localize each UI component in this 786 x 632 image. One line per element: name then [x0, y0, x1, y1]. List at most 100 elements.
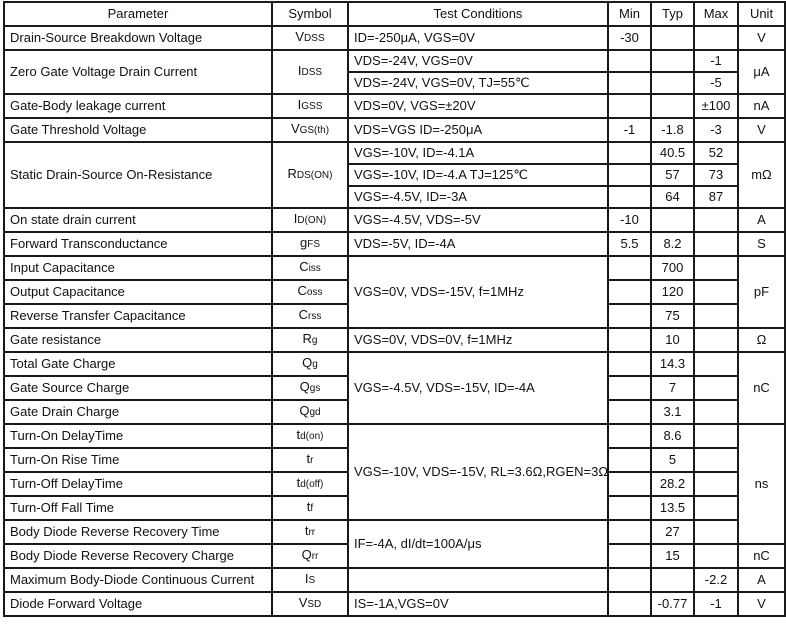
symbol-subscript: DSS	[304, 33, 325, 44]
symbol-base: t	[306, 499, 311, 514]
unit-cell: nA	[737, 93, 786, 119]
symbol-base: t	[304, 523, 309, 538]
max-cell	[693, 423, 739, 449]
symbol-subscript: S	[308, 575, 316, 586]
table-row: Gate Threshold Voltage VGS(th) VDS=VGS ID=…	[3, 117, 786, 143]
symbol-base: t	[306, 451, 311, 466]
symbol-cell: Crss	[271, 303, 349, 329]
table-row: Body Diode Reverse Recovery Charge Qrr 15 n…	[3, 543, 786, 569]
symbol-subscript: g	[311, 335, 318, 346]
test-conditions-cell: ID=-250μA, VGS=0V	[347, 25, 609, 51]
min-cell	[607, 471, 652, 497]
symbol-subscript: GSS	[301, 101, 323, 112]
symbol-cell: tf	[271, 495, 349, 521]
table-row: Gate Source Charge Qgs 7	[3, 375, 785, 401]
table-row: Turn-On DelayTime td(on) VGS=-10V, VDS=-15…	[3, 423, 786, 545]
min-cell: -1	[607, 117, 652, 143]
unit-cell: A	[737, 567, 786, 593]
parameter-cell: Gate-Body leakage current	[3, 93, 273, 119]
table-row: Zero Gate Voltage Drain Current IDSS VDS=-…	[3, 49, 786, 95]
electrical-characteristics-table: Parameter Symbol Test Conditions Min Typ…	[3, 1, 786, 617]
min-cell	[607, 255, 652, 281]
symbol-subscript: rr	[308, 527, 316, 538]
min-cell	[607, 567, 652, 593]
symbol-base: V	[295, 29, 305, 44]
header-unit: Unit	[737, 1, 786, 27]
parameter-cell: Gate resistance	[3, 327, 273, 353]
symbol-subscript: DSS	[301, 67, 323, 78]
min-cell	[607, 93, 652, 119]
table-row: Static Drain-Source On-Resistance RDS(ON)…	[3, 141, 786, 209]
typ-cell: 28.2	[650, 471, 695, 497]
symbol-base: I	[304, 571, 309, 586]
typ-cell: 10	[650, 327, 695, 353]
min-cell	[607, 141, 652, 165]
table-row: Maximum Body-Diode Continuous Current IS -…	[3, 567, 786, 593]
unit-cell: ns	[737, 423, 786, 545]
header-symbol: Symbol	[271, 1, 349, 27]
parameter-cell: Diode Forward Voltage	[3, 591, 273, 617]
symbol-cell: Ciss	[271, 255, 349, 281]
symbol-cell: Qrr	[271, 543, 349, 569]
max-cell: 52	[693, 141, 739, 165]
max-cell	[693, 255, 739, 281]
unit-cell: V	[737, 117, 786, 143]
symbol-cell: Coss	[271, 279, 349, 305]
typ-cell: 120	[650, 279, 695, 305]
table-row: Gate-Body leakage current IGSS VDS=0V, VGS…	[3, 93, 786, 119]
unit-cell: V	[737, 25, 786, 51]
symbol-subscript: d(on)	[300, 431, 324, 442]
symbol-subscript: g	[312, 359, 318, 370]
parameter-cell: Turn-On Rise Time	[3, 447, 273, 473]
max-cell	[693, 447, 739, 473]
typ-cell: 8.6	[650, 423, 695, 449]
symbol-base: Q	[299, 379, 310, 394]
max-cell: -2.2	[693, 567, 739, 593]
parameter-cell: Turn-Off Fall Time	[3, 495, 273, 521]
test-conditions-cell: VGS=-10V, VDS=-15V, RL=3.6Ω,RGEN=3Ω	[347, 423, 609, 521]
header-test-conditions: Test Conditions	[347, 1, 609, 27]
test-conditions-cell: VGS=-4.5V, VDS=-5V	[347, 207, 609, 233]
parameter-cell: Body Diode Reverse Recovery Time	[3, 519, 273, 545]
symbol-base: Q	[299, 403, 310, 418]
typ-cell: 5	[650, 447, 695, 473]
symbol-cell: Rg	[271, 327, 349, 353]
parameter-cell: Zero Gate Voltage Drain Current	[3, 49, 273, 95]
typ-cell: 14.3	[650, 351, 695, 377]
unit-cell: A	[737, 207, 786, 233]
symbol-cell: IS	[271, 567, 349, 593]
max-cell: -3	[693, 117, 739, 143]
parameter-cell: Static Drain-Source On-Resistance	[3, 141, 273, 209]
typ-cell: 15	[650, 543, 695, 569]
min-cell	[607, 519, 652, 545]
table-row: Body Diode Reverse Recovery Time trr IF=-4…	[3, 519, 785, 569]
header-typ: Typ	[650, 1, 695, 27]
table-row: Forward Transconductance gFS VDS=-5V, ID=-…	[3, 231, 786, 257]
max-cell	[693, 495, 739, 521]
unit-cell: mΩ	[737, 141, 786, 209]
max-cell	[693, 519, 739, 545]
symbol-subscript: D(ON)	[297, 215, 327, 226]
parameter-cell: Reverse Transfer Capacitance	[3, 303, 273, 329]
symbol-base: V	[290, 121, 300, 136]
parameter-cell: Output Capacitance	[3, 279, 273, 305]
unit-cell: nC	[737, 351, 786, 425]
min-cell	[607, 495, 652, 521]
unit-cell: S	[737, 231, 786, 257]
table-body: Drain-Source Breakdown Voltage VDSS ID=-25…	[3, 25, 786, 617]
parameter-cell: Total Gate Charge	[3, 351, 273, 377]
parameter-cell: Gate Drain Charge	[3, 399, 273, 425]
max-cell: -1	[693, 49, 739, 73]
typ-cell	[650, 49, 695, 73]
typ-cell: 40.5	[650, 141, 695, 165]
unit-cell: nC	[737, 543, 786, 569]
min-cell	[607, 185, 652, 209]
max-cell	[693, 351, 739, 377]
symbol-cell: td(on)	[271, 423, 349, 449]
typ-cell: 8.2	[650, 231, 695, 257]
symbol-base: I	[293, 211, 298, 226]
symbol-base: C	[298, 307, 309, 322]
symbol-subscript: oss	[306, 287, 323, 298]
symbol-cell: VDSS	[271, 25, 349, 51]
parameter-cell: Body Diode Reverse Recovery Charge	[3, 543, 273, 569]
